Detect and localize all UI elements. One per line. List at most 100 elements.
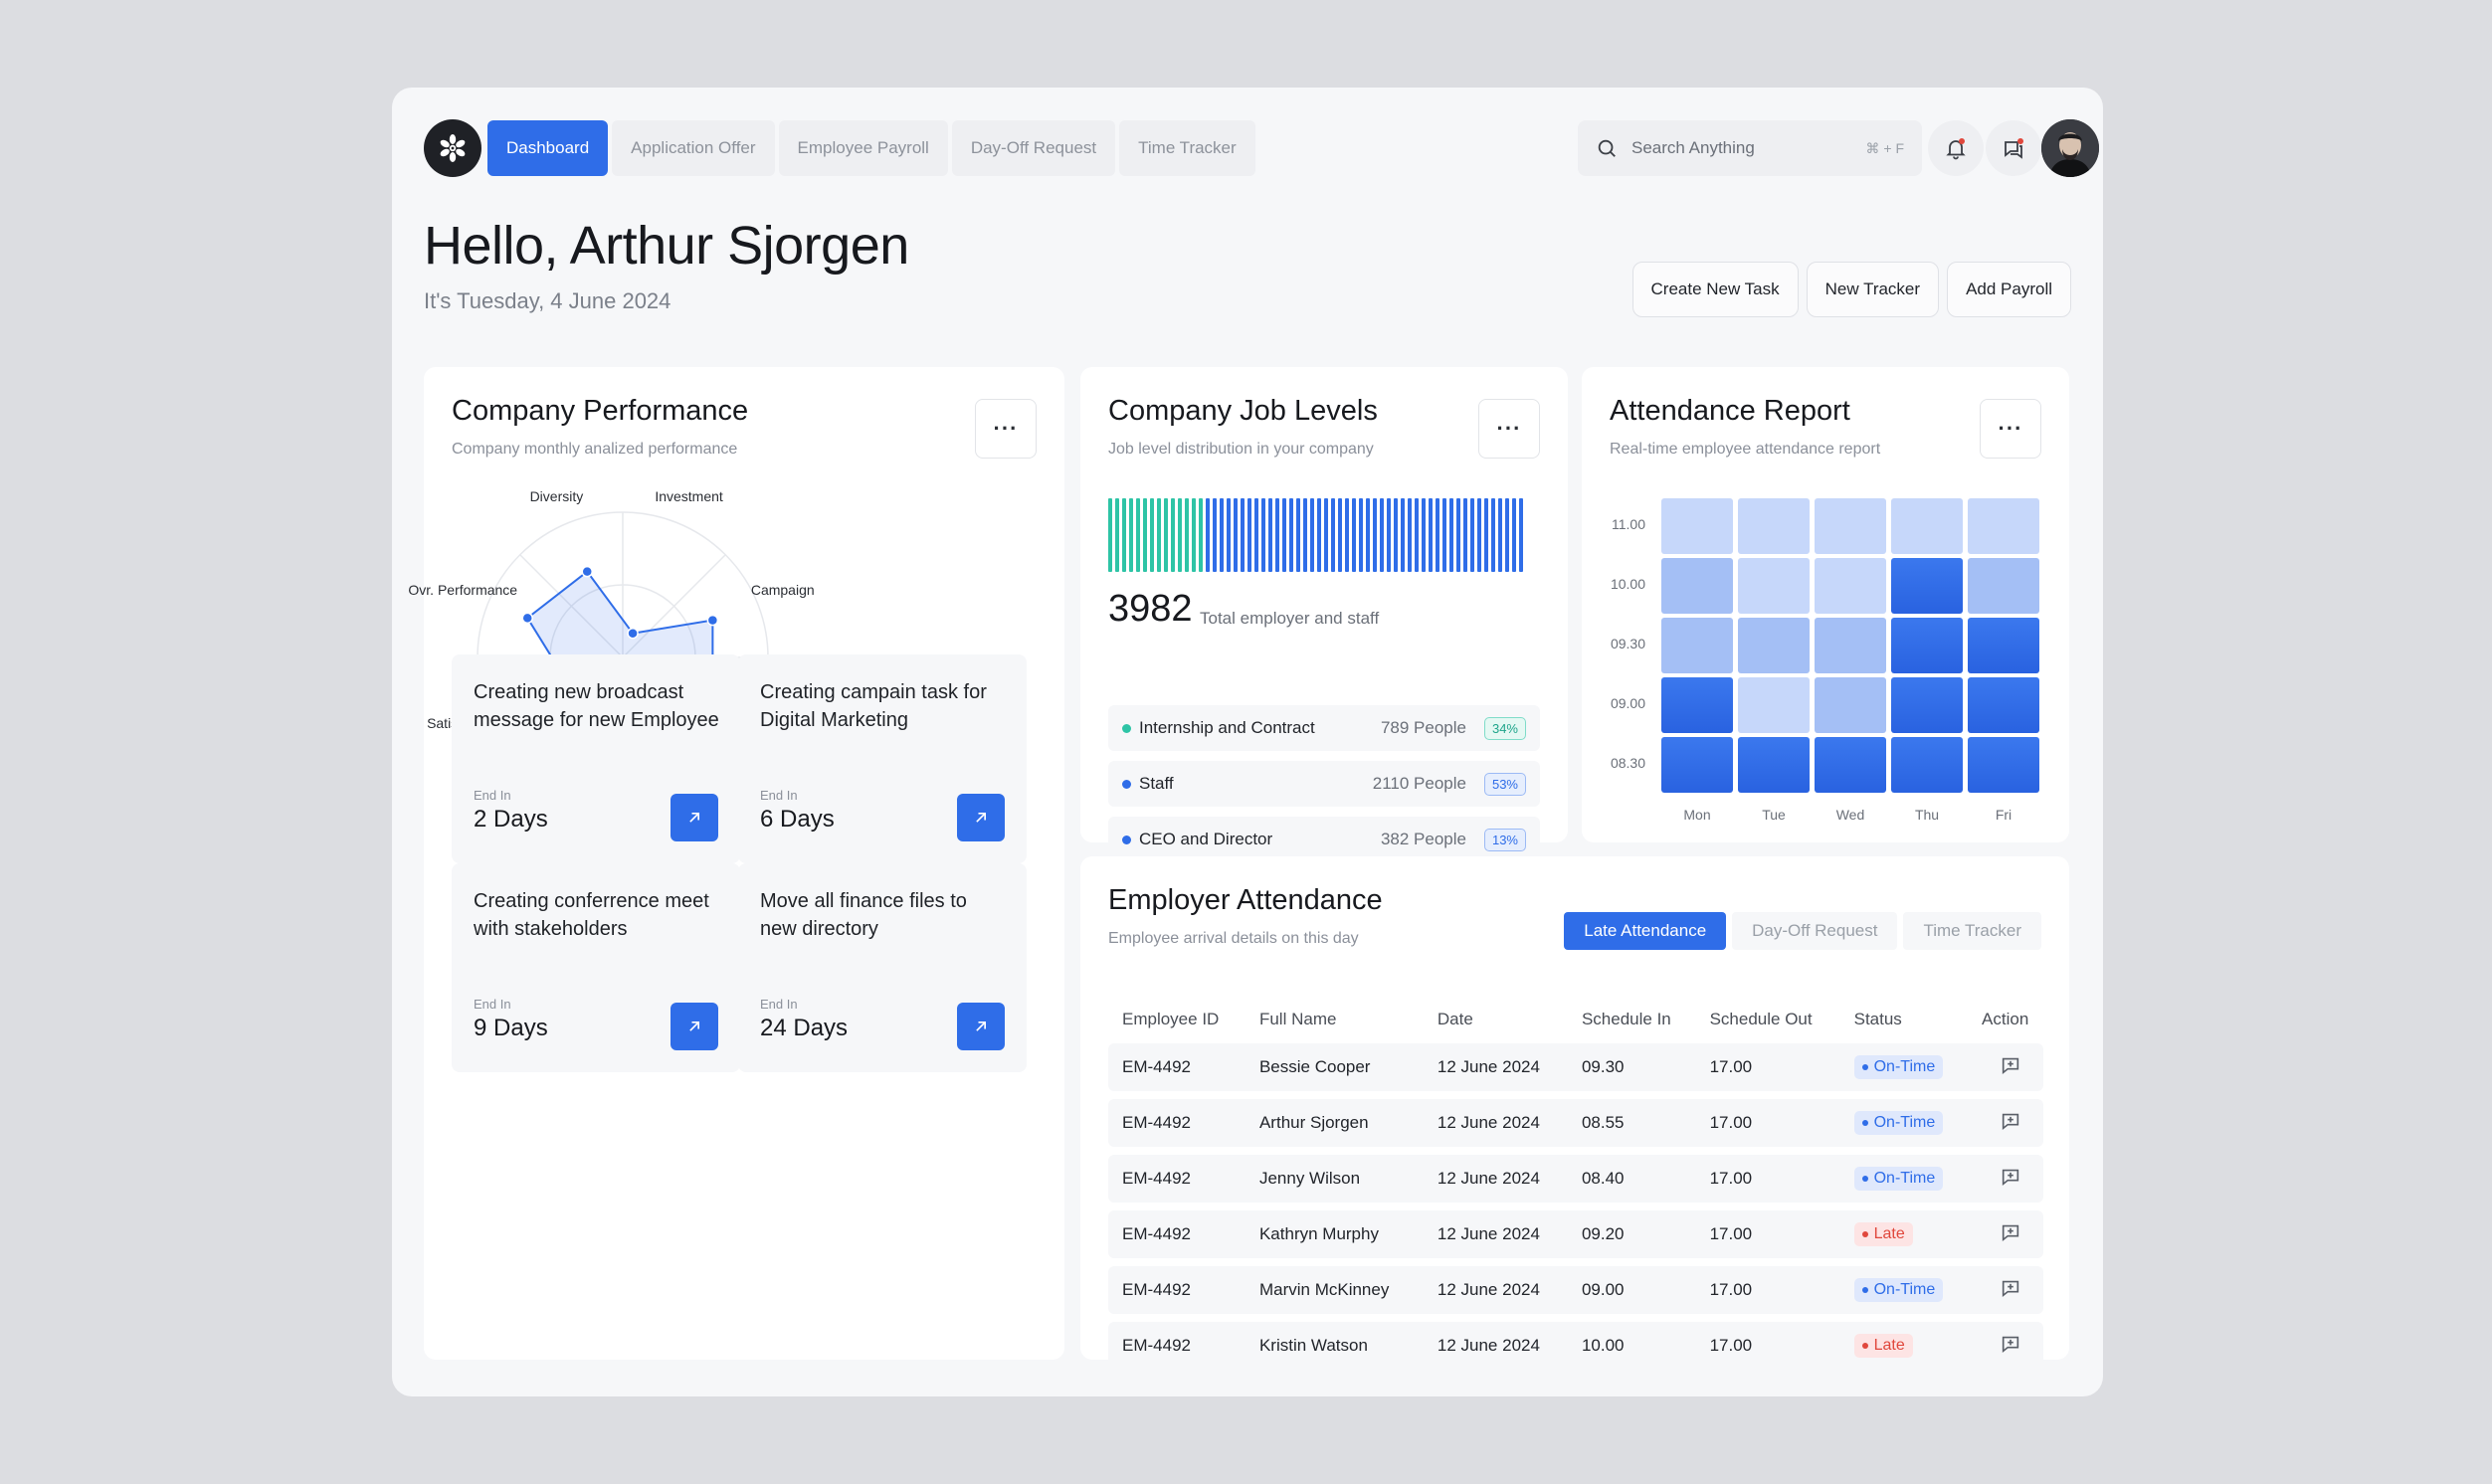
- schedule-out-cell: 17.00: [1695, 1155, 1840, 1203]
- create-new-task-button[interactable]: Create New Task: [1631, 262, 1799, 317]
- job-level-name: Internship and Contract: [1139, 718, 1315, 737]
- distribution-bar-segment: [1164, 498, 1168, 572]
- task-end-label: End In: [760, 788, 798, 803]
- legend-dot: [1122, 779, 1131, 789]
- task-card[interactable]: Creating new broadcast message for new E…: [452, 654, 740, 863]
- attendance-report-card: Attendance Report Real-time employee att…: [1582, 367, 2069, 842]
- open-task-button[interactable]: [671, 794, 718, 841]
- distribution-bar-segment: [1275, 498, 1279, 572]
- add-comment-button[interactable]: [2000, 1221, 2021, 1243]
- distribution-bar-segment: [1247, 498, 1251, 572]
- search-box[interactable]: ⌘ + F: [1578, 120, 1922, 176]
- task-card[interactable]: Move all finance files to new directory E…: [738, 863, 1027, 1072]
- more-button[interactable]: ···: [1980, 399, 2041, 459]
- schedule-out-cell: 17.00: [1695, 1099, 1840, 1147]
- distribution-bar-segment: [1234, 498, 1238, 572]
- tab-dashboard[interactable]: Dashboard: [487, 120, 609, 176]
- job-level-people: 2110 People: [1372, 774, 1466, 793]
- legend-dot: [1122, 723, 1131, 733]
- distribution-bar-segment: [1442, 498, 1446, 572]
- task-card[interactable]: Creating campain task for Digital Market…: [738, 654, 1027, 863]
- add-comment-button[interactable]: [2000, 1277, 2021, 1299]
- status-label: On-Time: [1873, 1170, 1936, 1187]
- distribution-bar-segment: [1192, 498, 1196, 572]
- heatmap-cell: [1891, 558, 1963, 614]
- nav-tabs: Dashboard Application Offer Employee Payro…: [487, 120, 1255, 176]
- add-comment-button[interactable]: [2000, 1110, 2021, 1132]
- schedule-out-cell: 17.00: [1695, 1322, 1840, 1360]
- open-task-button[interactable]: [671, 1003, 718, 1050]
- status-badge: On-Time: [1853, 1111, 1944, 1135]
- distribution-bar-segment: [1261, 498, 1265, 572]
- job-level-people: 382 People: [1380, 830, 1466, 848]
- new-tracker-button[interactable]: New Tracker: [1806, 262, 1940, 317]
- date-cell: 12 June 2024: [1423, 1322, 1568, 1360]
- distribution-bar-segment: [1505, 498, 1509, 572]
- logo-icon[interactable]: [424, 119, 481, 177]
- heatmap-cell: [1891, 737, 1963, 793]
- notification-button[interactable]: [1928, 120, 1984, 176]
- arrow-up-right-icon: [976, 1021, 986, 1031]
- add-comment-button[interactable]: [2000, 1333, 2021, 1355]
- distribution-bar-segment: [1122, 498, 1126, 572]
- heatmap-cell: [1661, 677, 1733, 733]
- tab-employee-payroll[interactable]: Employee Payroll: [778, 120, 948, 176]
- distribution-bar-segment: [1394, 498, 1398, 572]
- total-employees-label: Total employer and staff: [1200, 609, 1380, 628]
- job-level-row: CEO and Director 382 People 13%: [1108, 817, 1540, 862]
- card-subtitle: Company monthly analized performance: [452, 441, 738, 458]
- schedule-in-cell: 09.20: [1567, 1210, 1696, 1258]
- more-button[interactable]: ···: [975, 399, 1037, 459]
- distribution-bar-segment: [1213, 498, 1217, 572]
- more-button[interactable]: ···: [1478, 399, 1540, 459]
- status-dot: [1861, 1176, 1868, 1182]
- distribution-bar-segment: [1484, 498, 1488, 572]
- page-title: Hello, Arthur Sjorgen: [424, 216, 909, 276]
- distribution-bar-segment: [1429, 498, 1433, 572]
- column-header: Schedule Out: [1709, 1010, 1813, 1028]
- tab-application-offer[interactable]: Application Offer: [612, 120, 775, 176]
- job-level-row: Staff 2110 People 53%: [1108, 761, 1540, 807]
- search-input[interactable]: [1631, 138, 1866, 158]
- tab-time-tracker[interactable]: Time Tracker: [1119, 120, 1255, 176]
- search-icon: [1598, 139, 1616, 157]
- messages-button[interactable]: [1986, 120, 2041, 176]
- add-comment-icon: [2002, 1057, 2019, 1074]
- add-payroll-button[interactable]: Add Payroll: [1947, 262, 2071, 317]
- card-subtitle: Employee arrival details on this day: [1108, 930, 1359, 947]
- status-label: On-Time: [1873, 1281, 1936, 1298]
- task-title: Creating conferrence meet with stakehold…: [474, 890, 709, 940]
- filter-tab-late-attendance[interactable]: Late Attendance: [1564, 912, 1727, 950]
- open-task-button[interactable]: [957, 794, 1005, 841]
- radar-point: [521, 612, 533, 625]
- distribution-bar-segment: [1373, 498, 1377, 572]
- open-task-button[interactable]: [957, 1003, 1005, 1050]
- employee-id-cell: EM-4492: [1108, 1322, 1246, 1360]
- employee-id-cell: EM-4492: [1108, 1099, 1246, 1147]
- heatmap-cell: [1968, 618, 2039, 673]
- full-name-cell: Arthur Sjorgen: [1245, 1099, 1424, 1147]
- filter-tab-time-tracker[interactable]: Time Tracker: [1903, 912, 2041, 950]
- job-level-row: Internship and Contract 789 People 34%: [1108, 705, 1540, 751]
- status-dot: [1861, 1287, 1868, 1293]
- add-comment-button[interactable]: [2000, 1166, 2021, 1188]
- arrow-up-right-icon: [689, 1021, 699, 1031]
- job-level-percent-badge: 34%: [1483, 716, 1526, 740]
- task-card[interactable]: Creating conferrence meet with stakehold…: [452, 863, 740, 1072]
- distribution-bar-segment: [1477, 498, 1481, 572]
- status-dot: [1861, 1120, 1868, 1126]
- attendance-filter-tabs: Late Attendance Day-Off Request Time Track…: [1564, 912, 2041, 950]
- full-name-cell: Kathryn Murphy: [1245, 1210, 1424, 1258]
- schedule-in-cell: 10.00: [1567, 1322, 1696, 1360]
- tab-day-off-request[interactable]: Day-Off Request: [951, 120, 1116, 176]
- heatmap-cell: [1891, 498, 1963, 554]
- add-comment-button[interactable]: [2000, 1054, 2021, 1076]
- filter-tab-day-off-request[interactable]: Day-Off Request: [1732, 912, 1898, 950]
- heatmap-cell: [1815, 498, 1886, 554]
- distribution-bar-segment: [1185, 498, 1189, 572]
- employee-id-cell: EM-4492: [1108, 1266, 1246, 1314]
- heatmap-x-label: Wed: [1835, 807, 1865, 823]
- job-levels-card: Company Job Levels Job level distributio…: [1080, 367, 1568, 862]
- avatar[interactable]: [2041, 119, 2099, 177]
- distribution-bar-segment: [1352, 498, 1356, 572]
